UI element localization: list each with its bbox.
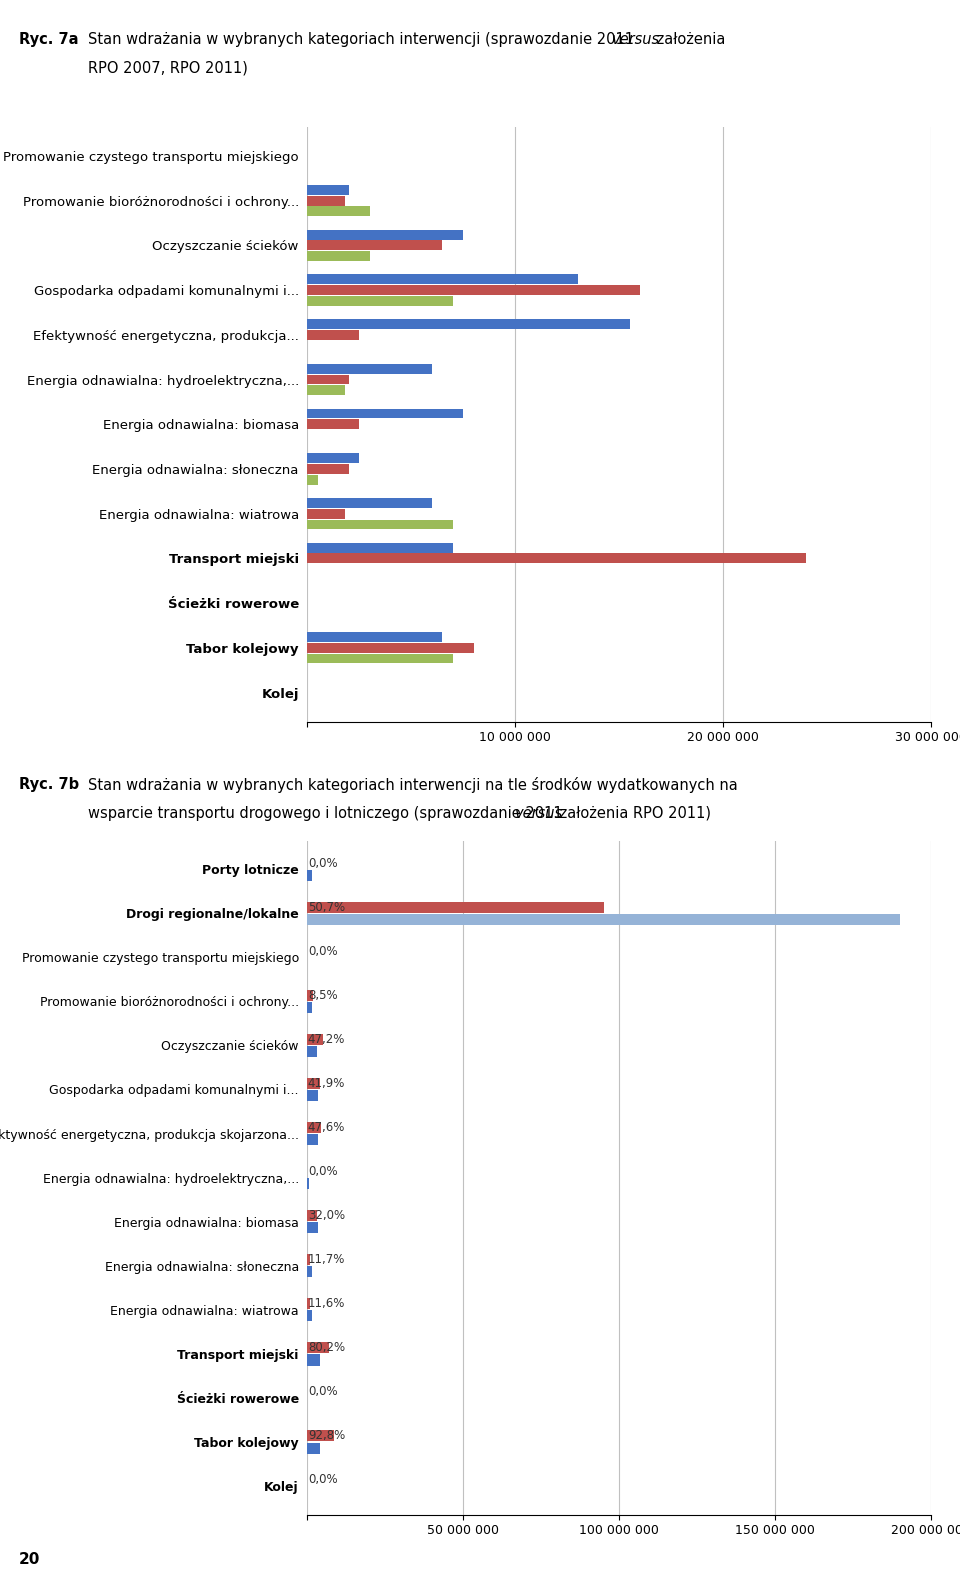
- Text: 47,6%: 47,6%: [308, 1121, 346, 1134]
- Bar: [307, 1223, 318, 1234]
- Bar: [307, 465, 348, 474]
- Text: wsparcie transportu drogowego i lotniczego (sprawozdanie 2011: wsparcie transportu drogowego i lotnicze…: [88, 806, 567, 820]
- Bar: [307, 869, 312, 880]
- Bar: [307, 409, 463, 419]
- Bar: [307, 990, 313, 1001]
- Bar: [307, 230, 463, 239]
- Bar: [307, 520, 453, 530]
- Text: 80,2%: 80,2%: [308, 1342, 345, 1354]
- Bar: [307, 241, 443, 251]
- Bar: [307, 914, 900, 925]
- Text: 8,5%: 8,5%: [308, 988, 338, 1002]
- Bar: [307, 1342, 329, 1353]
- Bar: [307, 1121, 322, 1132]
- Bar: [307, 1431, 334, 1442]
- Text: versus: versus: [515, 806, 563, 820]
- Text: 92,8%: 92,8%: [308, 1429, 345, 1442]
- Bar: [307, 274, 578, 284]
- Bar: [307, 1266, 312, 1277]
- Bar: [307, 195, 345, 206]
- Bar: [307, 554, 806, 563]
- Bar: [307, 319, 630, 328]
- Bar: [307, 901, 604, 912]
- Text: 50,7%: 50,7%: [308, 901, 345, 914]
- Text: Ryc. 7a: Ryc. 7a: [19, 32, 79, 46]
- Bar: [307, 251, 370, 262]
- Bar: [307, 1210, 317, 1221]
- Bar: [307, 509, 345, 519]
- Text: Stan wdrażania w wybranych kategoriach interwencji (sprawozdanie 2011: Stan wdrażania w wybranych kategoriach i…: [88, 32, 639, 46]
- Text: 0,0%: 0,0%: [308, 1385, 338, 1399]
- Bar: [307, 1354, 320, 1366]
- Bar: [307, 285, 640, 295]
- Text: 11,6%: 11,6%: [308, 1297, 346, 1310]
- Bar: [307, 363, 432, 374]
- Bar: [307, 330, 359, 339]
- Text: 41,9%: 41,9%: [308, 1077, 346, 1090]
- Bar: [307, 1297, 310, 1308]
- Bar: [307, 1134, 318, 1145]
- Bar: [307, 1255, 310, 1266]
- Bar: [307, 653, 453, 663]
- Text: 0,0%: 0,0%: [308, 1473, 338, 1486]
- Bar: [307, 385, 345, 395]
- Bar: [307, 474, 318, 485]
- Bar: [307, 1078, 320, 1090]
- Bar: [307, 642, 473, 653]
- Text: 20: 20: [19, 1553, 40, 1567]
- Bar: [307, 206, 370, 216]
- Text: 32,0%: 32,0%: [308, 1209, 345, 1221]
- Bar: [307, 498, 432, 508]
- Text: RPO 2007, RPO 2011): RPO 2007, RPO 2011): [88, 60, 249, 75]
- Text: versus: versus: [612, 32, 660, 46]
- Bar: [307, 1090, 318, 1101]
- Text: 47,2%: 47,2%: [308, 1032, 346, 1045]
- Bar: [307, 186, 348, 195]
- Bar: [307, 1443, 320, 1454]
- Text: 11,7%: 11,7%: [308, 1253, 346, 1266]
- Bar: [307, 1047, 317, 1058]
- Bar: [307, 1002, 312, 1013]
- Text: 0,0%: 0,0%: [308, 1166, 338, 1178]
- Bar: [307, 454, 359, 463]
- Bar: [307, 1178, 309, 1190]
- Bar: [307, 1034, 323, 1045]
- Bar: [307, 374, 348, 384]
- Bar: [307, 1310, 312, 1321]
- Text: założenia: założenia: [652, 32, 725, 46]
- Text: założenia RPO 2011): założenia RPO 2011): [555, 806, 711, 820]
- Bar: [307, 297, 453, 306]
- Bar: [307, 633, 443, 642]
- Text: 0,0%: 0,0%: [308, 945, 338, 958]
- Text: 0,0%: 0,0%: [308, 856, 338, 869]
- Text: Ryc. 7b: Ryc. 7b: [19, 777, 80, 791]
- Bar: [307, 542, 453, 552]
- Text: Stan wdrażania w wybranych kategoriach interwencji na tle środków wydatkowanych : Stan wdrażania w wybranych kategoriach i…: [88, 777, 738, 793]
- Bar: [307, 419, 359, 430]
